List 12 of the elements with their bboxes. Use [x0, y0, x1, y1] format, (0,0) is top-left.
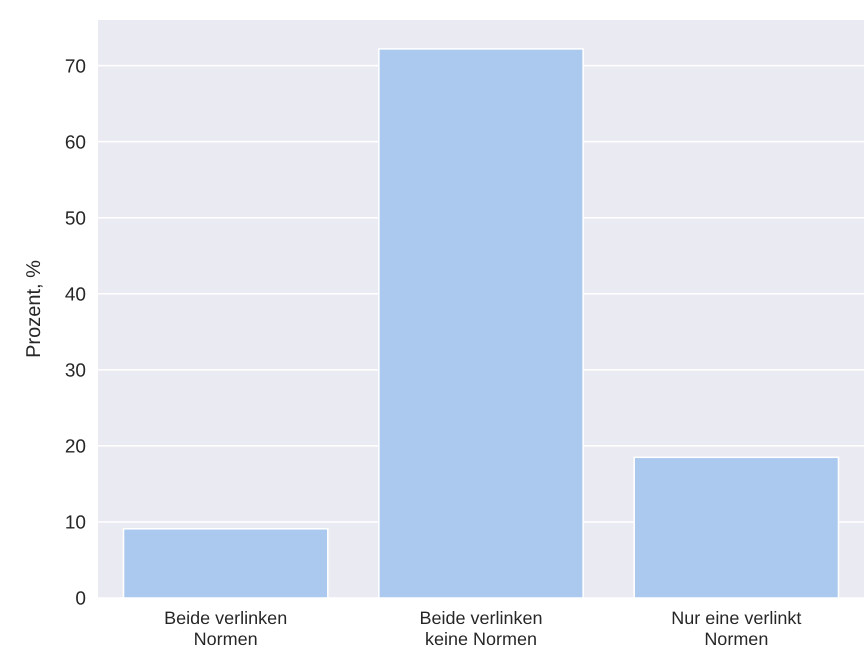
y-tick-label: 20 — [64, 436, 86, 458]
y-tick-label: 10 — [64, 512, 86, 534]
y-tick-label: 50 — [64, 208, 86, 230]
y-tick-label: 30 — [64, 360, 86, 382]
x-tick-label: Beide verlinken Normen — [164, 608, 288, 649]
x-tick-label: Nur eine verlinkt Normen — [671, 608, 802, 649]
y-tick-label: 70 — [64, 56, 86, 78]
x-tick-label: Beide verlinken keine Normen — [419, 608, 543, 649]
y-tick-label: 40 — [64, 284, 86, 306]
y-tick-label: 60 — [64, 132, 86, 154]
y-tick-label: 0 — [75, 588, 86, 610]
y-axis-title: Prozent, % — [23, 260, 45, 358]
